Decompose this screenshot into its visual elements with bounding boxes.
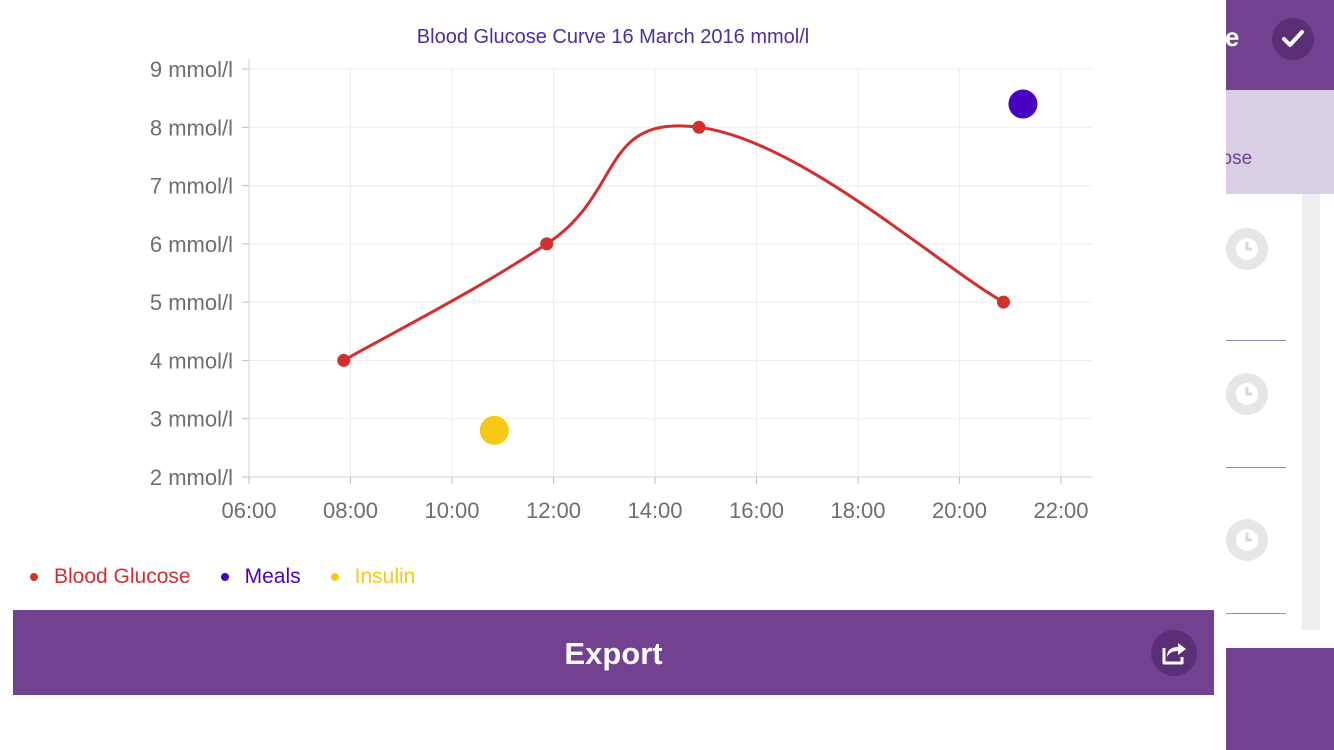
glucose-chart: 2 mmol/l 3 mmol/l 4 mmol/l 5 mmol/l 6 mmol/l… [150,26,1092,523]
background-app: ave cose [1196,0,1334,750]
background-tab[interactable]: cose [1212,90,1334,194]
meals-marker [1008,89,1038,119]
chart-panel: 2 mmol/l 3 mmol/l 4 mmol/l 5 mmol/l 6 mmol/l… [13,26,1214,695]
blood-glucose-point [337,353,351,367]
x-tick-label: 08:00 [323,498,378,523]
blood-glucose-line [342,124,1005,362]
legend-item-insulin[interactable]: Insulin [330,565,416,589]
x-tick-label: 14:00 [627,498,682,523]
insulin-marker [479,415,509,445]
share-icon[interactable] [1151,630,1197,676]
legend-item-meals[interactable]: Meals [220,565,301,589]
x-tick-label: 10:00 [424,498,479,523]
legend-dot [220,573,229,581]
y-tick-label: 5 mmol/l [150,290,233,315]
export-label: Export [564,636,663,671]
checkmark-icon[interactable] [1272,18,1314,60]
legend-label: Insulin [354,565,416,588]
clock-icon [1226,228,1268,270]
legend-dot [330,573,339,581]
clock-icon [1226,519,1268,561]
blood-glucose-point [996,295,1010,309]
legend-label: Blood Glucose [54,565,191,588]
y-tick-label: 8 mmol/l [150,115,233,140]
y-tick-label: 2 mmol/l [150,465,233,490]
background-list [1226,194,1320,630]
chart-marks [337,89,1038,445]
background-gap [1226,630,1334,648]
export-button[interactable]: Export [13,610,1214,695]
legend-label: Meals [244,565,301,588]
list-item[interactable] [1226,321,1286,468]
blood-glucose-point [540,237,554,251]
clock-icon [1226,373,1268,415]
x-tick-label: 16:00 [729,498,784,523]
y-tick-label: 9 mmol/l [150,57,233,82]
y-tick-label: 7 mmol/l [150,174,233,199]
chart-title: Blood Glucose Curve 16 March 2016 mmol/l [417,26,809,48]
chart-grid [248,68,1092,478]
background-footer[interactable] [1226,648,1334,750]
x-tick-label: 20:00 [932,498,987,523]
legend-item-blood-glucose[interactable]: Blood Glucose [30,565,191,589]
background-header: ave [1196,0,1334,90]
x-tick-label: 12:00 [526,498,581,523]
y-tick-label: 3 mmol/l [150,407,233,432]
list-item[interactable] [1226,467,1286,614]
y-tick-label: 6 mmol/l [150,232,233,257]
chart-legend: Blood Glucose Meals Insulin [30,564,445,590]
chart-axes: 2 mmol/l 3 mmol/l 4 mmol/l 5 mmol/l 6 mmol/l… [150,57,1092,523]
x-tick-label: 06:00 [221,498,276,523]
list-item[interactable] [1226,194,1286,341]
y-tick-label: 4 mmol/l [150,348,233,373]
legend-dot [30,573,38,581]
x-tick-label: 22:00 [1033,498,1088,523]
x-tick-label: 18:00 [830,498,885,523]
blood-glucose-point [692,120,706,134]
